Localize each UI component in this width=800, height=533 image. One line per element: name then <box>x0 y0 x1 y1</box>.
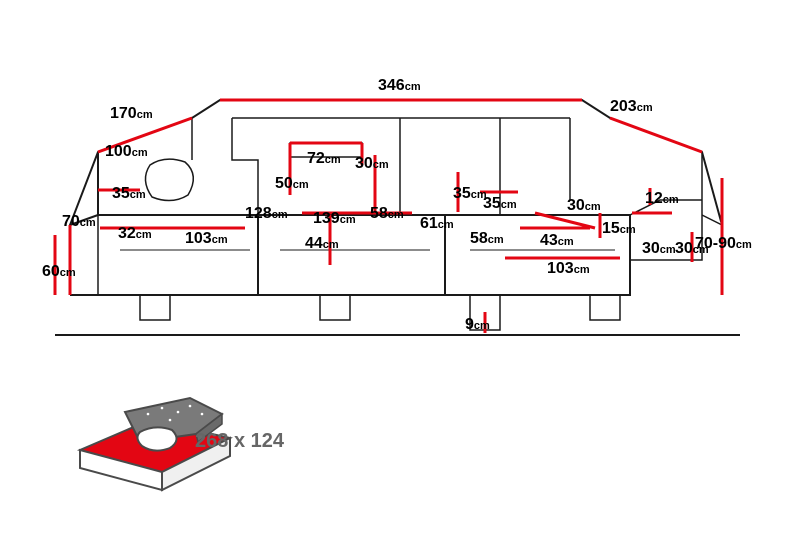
dim-d12: 12cm <box>645 190 679 208</box>
dim-d58b: 58cm <box>470 230 504 248</box>
dim-d103b: 103cm <box>547 260 590 278</box>
dim-d139: 139cm <box>313 210 356 228</box>
dim-d7090: 70-90cm <box>695 235 752 253</box>
dim-d58a: 58cm <box>370 205 404 223</box>
dim-d70: 70cm <box>62 213 96 231</box>
dim-d9: 9cm <box>465 316 490 334</box>
dim-d100: 100cm <box>105 143 148 161</box>
dim-d15: 15cm <box>602 220 636 238</box>
dim-d346: 346cm <box>378 77 421 95</box>
dim-d35a: 35cm <box>112 185 146 203</box>
dim-d60: 60cm <box>42 263 76 281</box>
dim-d128: 128cm <box>245 205 288 223</box>
dim-d50: 50cm <box>275 175 309 193</box>
dim-d30t: 30cm <box>355 155 389 173</box>
bed-width: 268 <box>195 430 228 452</box>
dim-d43: 43cm <box>540 232 574 250</box>
dim-d32: 32cm <box>118 225 152 243</box>
dim-d30c: 30cm <box>642 240 676 258</box>
dim-d35b: 35cm <box>453 185 487 203</box>
dim-d44: 44cm <box>305 235 339 253</box>
dim-d203: 203cm <box>610 98 653 116</box>
dim-d72: 72cm <box>307 150 341 168</box>
dim-d30b: 30cm <box>567 197 601 215</box>
dim-d35c: 35cm <box>483 195 517 213</box>
bed-size-label: 268 x 124 <box>195 430 284 453</box>
dim-d170: 170cm <box>110 105 153 123</box>
bed-height: 124 <box>251 430 284 452</box>
dim-d61: 61cm <box>420 215 454 233</box>
dim-d103a: 103cm <box>185 230 228 248</box>
